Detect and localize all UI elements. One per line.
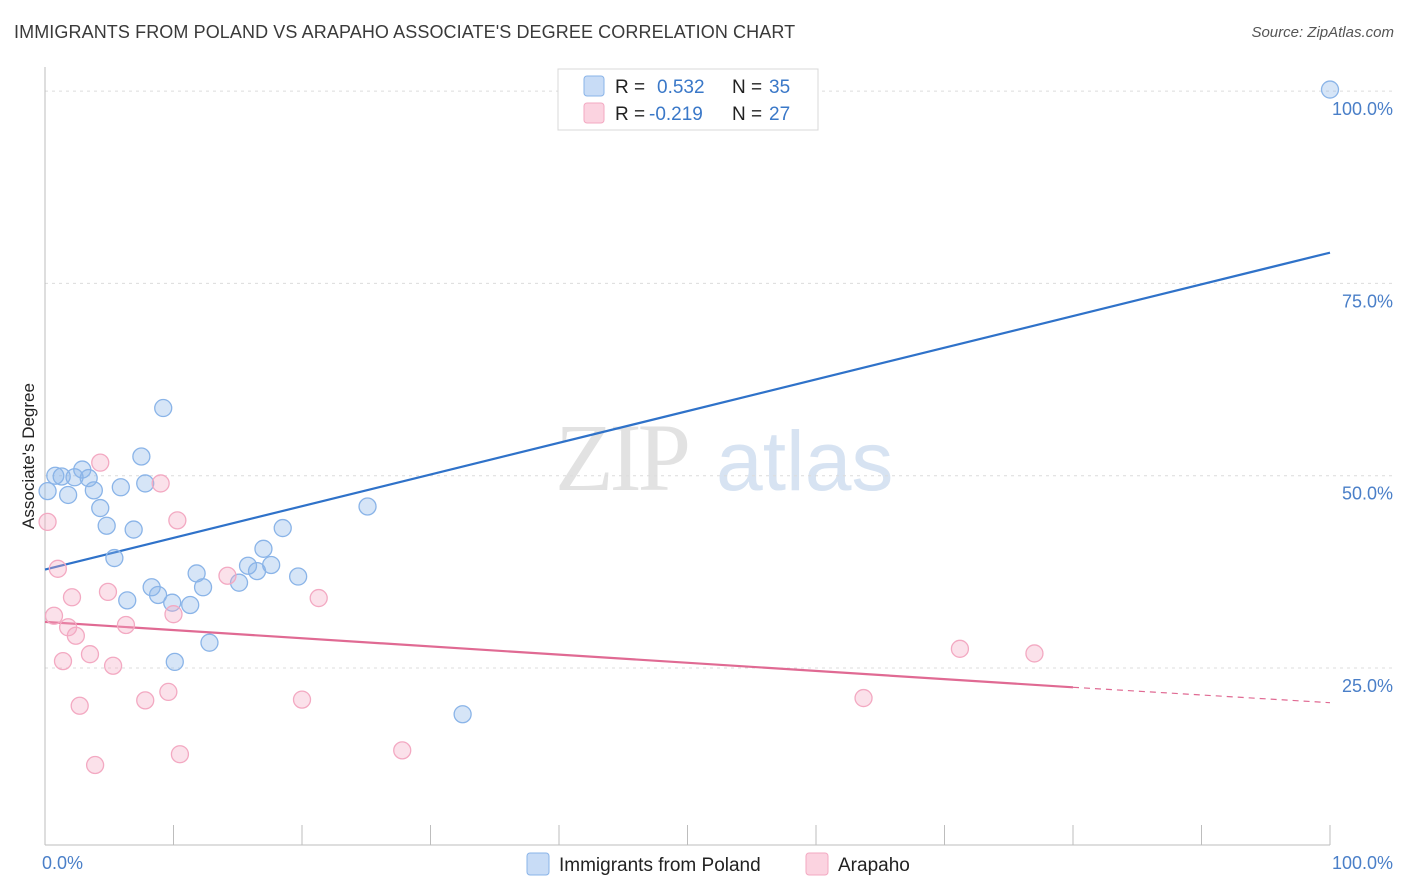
bottom-legend-swatch-poland — [526, 852, 550, 876]
point-s0-18 — [154, 398, 173, 418]
bottom-legend-label-arapaho: Arapaho — [838, 855, 910, 876]
point-s0-10 — [105, 548, 124, 568]
point-s1-16 — [159, 682, 178, 702]
point-s0-11 — [111, 478, 130, 497]
point-s0-32 — [358, 497, 377, 516]
point-s0-29 — [262, 555, 281, 575]
point-s0-19 — [163, 593, 182, 612]
legend: R = 0.532 N = 35 R = -0.219 N = 27 — [557, 68, 819, 131]
legend-swatch-arapaho — [583, 102, 605, 124]
point-s1-10 — [91, 453, 110, 472]
bottom-legend-label-poland: Immigrants from Poland — [559, 855, 761, 876]
watermark: ZIP atlas — [555, 404, 893, 511]
point-s0-1 — [46, 466, 65, 485]
point-s1-25 — [950, 639, 970, 658]
point-s1-19 — [170, 745, 190, 764]
point-s0-4 — [65, 468, 84, 487]
legend-n-label-arapaho: N = — [732, 104, 762, 125]
point-s1-1 — [44, 606, 64, 625]
point-s1-14 — [136, 691, 155, 710]
point-s1-11 — [98, 582, 118, 602]
point-s0-24 — [200, 633, 219, 652]
point-s0-15 — [136, 474, 155, 493]
point-s0-25 — [229, 573, 249, 592]
point-s1-17 — [164, 605, 183, 624]
bottom-legend: Immigrants from Poland Arapaho — [526, 852, 910, 876]
y-axis-label: Associate's Degree — [19, 383, 38, 529]
point-s0-7 — [84, 481, 103, 500]
point-s0-20 — [165, 652, 184, 672]
legend-r-value-poland: 0.532 — [657, 77, 705, 98]
trend-lines — [44, 251, 1331, 704]
point-s0-26 — [238, 556, 258, 575]
point-s1-24 — [854, 688, 873, 708]
source-credit: Source: ZipAtlas.com — [1251, 24, 1394, 41]
y-tick-label-3: 100.0% — [1332, 99, 1393, 119]
point-s1-3 — [53, 651, 73, 671]
point-s0-12 — [118, 591, 137, 610]
axes — [44, 67, 1331, 846]
point-s0-17 — [148, 585, 168, 605]
point-s0-3 — [58, 485, 78, 505]
legend-r-value-arapaho: -0.219 — [649, 104, 703, 125]
point-s0-21 — [181, 595, 200, 615]
point-s1-5 — [62, 588, 82, 607]
y-tick-label-1: 50.0% — [1342, 484, 1393, 504]
legend-n-value-poland: 35 — [769, 77, 790, 98]
legend-n-value-arapaho: 27 — [769, 104, 790, 125]
chart-title: IMMIGRANTS FROM POLAND VS ARAPAHO ASSOCI… — [14, 22, 796, 42]
point-s1-13 — [116, 615, 136, 635]
legend-r-label-poland: R = — [615, 77, 645, 98]
data-points — [38, 80, 1340, 775]
point-s1-26 — [1025, 644, 1044, 663]
point-s1-2 — [48, 559, 67, 578]
point-s1-22 — [309, 588, 328, 608]
point-s0-13 — [124, 520, 143, 539]
point-s1-15 — [151, 474, 170, 493]
point-s1-12 — [103, 656, 123, 675]
point-s1-20 — [218, 566, 237, 585]
point-s0-23 — [193, 578, 213, 597]
point-s1-0 — [38, 512, 57, 532]
legend-r-label-arapaho: R = — [615, 104, 645, 125]
bottom-legend-swatch-arapaho — [805, 852, 829, 876]
point-s0-33 — [453, 705, 472, 724]
point-s0-9 — [97, 516, 116, 535]
point-s1-6 — [66, 626, 85, 645]
x-tick-label-1: 100.0% — [1332, 853, 1393, 873]
legend-swatch-poland — [583, 75, 605, 97]
point-s1-8 — [80, 645, 100, 664]
watermark-atlas: atlas — [716, 414, 893, 508]
point-s0-0 — [38, 481, 57, 501]
point-s0-34 — [1320, 80, 1340, 99]
point-s0-14 — [132, 447, 151, 466]
point-s1-21 — [292, 690, 312, 709]
legend-n-label-poland: N = — [732, 77, 762, 98]
trend-line-dashed-1 — [1072, 686, 1331, 704]
y-tick-labels: 25.0% 50.0% 75.0% 100.0% — [1332, 99, 1393, 696]
point-s0-31 — [288, 567, 308, 586]
point-s0-8 — [91, 498, 110, 518]
point-s1-23 — [393, 741, 412, 760]
y-tick-label-2: 75.0% — [1342, 291, 1393, 311]
point-s0-30 — [273, 518, 292, 538]
x-tick-label-0: 0.0% — [42, 853, 83, 873]
trend-line-0 — [44, 251, 1331, 571]
point-s1-18 — [168, 511, 187, 530]
point-s1-9 — [85, 755, 105, 775]
watermark-zip: ZIP — [555, 404, 688, 511]
point-s1-7 — [70, 696, 89, 715]
x-tick-labels: 0.0% 100.0% — [42, 853, 1393, 873]
point-s0-28 — [254, 539, 273, 558]
trend-line-1 — [44, 620, 1074, 689]
y-tick-label-0: 25.0% — [1342, 676, 1393, 696]
point-s0-2 — [52, 467, 71, 486]
